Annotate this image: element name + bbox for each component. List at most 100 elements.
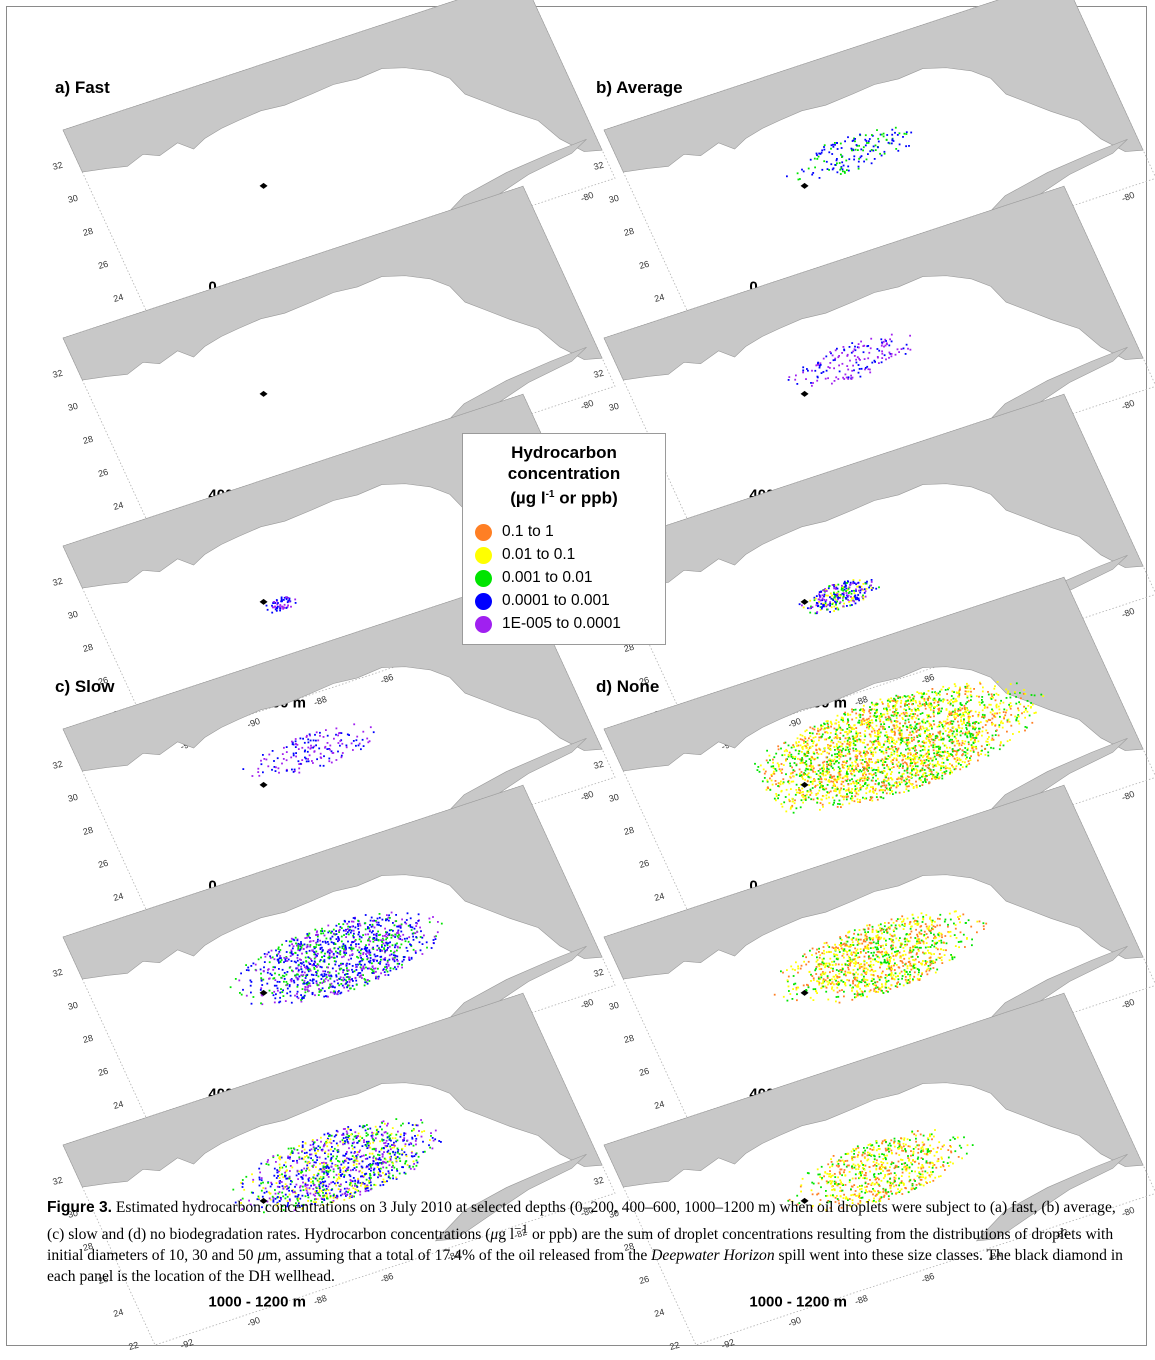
concentration-point	[904, 715, 907, 717]
concentration-point	[271, 604, 273, 607]
concentration-point	[887, 702, 889, 705]
concentration-point	[872, 751, 874, 754]
concentration-point	[910, 131, 913, 134]
concentration-point	[285, 768, 288, 771]
concentration-point	[380, 972, 382, 975]
concentration-point	[330, 1156, 333, 1159]
concentration-point	[296, 1161, 299, 1164]
concentration-point	[826, 168, 829, 170]
concentration-point	[371, 968, 374, 971]
concentration-point	[811, 727, 814, 730]
concentration-point	[307, 1196, 310, 1199]
concentration-point	[813, 780, 816, 782]
concentration-point	[866, 784, 869, 787]
concentration-point	[319, 1182, 322, 1185]
concentration-point	[408, 1166, 411, 1169]
concentration-point	[274, 966, 276, 969]
concentration-point	[849, 744, 852, 747]
concentration-point	[349, 1175, 352, 1178]
concentration-point	[905, 777, 907, 780]
concentration-point	[774, 780, 777, 782]
concentration-point	[317, 952, 319, 955]
concentration-point	[355, 1166, 358, 1168]
land-mass	[603, 576, 1144, 772]
concentration-point	[347, 1126, 350, 1128]
concentration-point	[827, 792, 829, 794]
concentration-point	[818, 594, 821, 597]
concentration-point	[288, 1186, 290, 1189]
concentration-point	[877, 137, 880, 140]
concentration-point	[401, 1147, 404, 1150]
concentration-point	[816, 801, 819, 804]
concentration-point	[905, 739, 908, 742]
concentration-point	[786, 175, 788, 178]
concentration-point	[902, 347, 905, 350]
concentration-point	[856, 769, 859, 772]
concentration-point	[393, 1144, 396, 1147]
concentration-point	[834, 749, 836, 751]
concentration-point	[346, 1133, 349, 1136]
concentration-point	[279, 960, 282, 963]
concentration-point	[240, 972, 242, 975]
concentration-point	[905, 743, 908, 745]
concentration-point	[873, 768, 875, 771]
concentration-point	[333, 1135, 336, 1138]
concentration-point	[308, 733, 311, 736]
concentration-point	[834, 595, 836, 598]
concentration-point	[278, 968, 280, 970]
concentration-point	[314, 1192, 317, 1194]
concentration-point	[887, 719, 890, 722]
concentration-point	[297, 748, 300, 750]
concentration-point	[273, 766, 276, 768]
concentration-point	[297, 970, 300, 973]
concentration-point	[906, 744, 909, 747]
concentration-point	[307, 758, 309, 760]
lat-tick-label: 30	[608, 792, 620, 804]
concentration-point	[841, 168, 844, 171]
concentration-point	[303, 979, 306, 982]
concentration-point	[308, 1169, 311, 1172]
concentration-point	[825, 778, 827, 781]
concentration-point	[250, 1002, 253, 1005]
concentration-point	[1026, 726, 1028, 729]
concentration-point	[909, 700, 912, 703]
concentration-point	[981, 690, 984, 693]
concentration-point	[933, 699, 936, 701]
concentration-point	[993, 693, 995, 696]
concentration-point	[770, 765, 773, 768]
concentration-point	[999, 715, 1001, 718]
concentration-point	[358, 946, 361, 949]
concentration-point	[969, 716, 971, 718]
concentration-point	[933, 715, 935, 718]
concentration-point	[415, 1143, 417, 1146]
concentration-point	[296, 990, 299, 993]
concentration-point	[324, 952, 326, 955]
concentration-point	[371, 1148, 374, 1151]
concentration-point	[808, 765, 811, 767]
concentration-point	[952, 766, 955, 768]
concentration-point	[342, 1128, 345, 1130]
concentration-point	[322, 960, 325, 963]
concentration-point	[344, 930, 347, 932]
concentration-point	[955, 765, 958, 768]
concentration-point	[290, 952, 293, 955]
concentration-point	[789, 765, 792, 767]
concentration-point	[292, 945, 295, 948]
concentration-point	[864, 582, 867, 585]
concentration-point	[967, 684, 970, 687]
concentration-point	[322, 1145, 325, 1148]
concentration-point	[851, 599, 854, 602]
concentration-point	[932, 769, 935, 771]
concentration-point	[820, 725, 823, 728]
concentration-point	[281, 1173, 283, 1176]
concentration-point	[820, 781, 823, 783]
concentration-point	[376, 923, 379, 926]
concentration-point	[830, 780, 833, 783]
concentration-point	[855, 727, 858, 729]
concentration-point	[855, 736, 857, 739]
concentration-point	[370, 931, 373, 934]
concentration-point	[835, 587, 837, 590]
concentration-point	[305, 982, 308, 984]
concentration-point	[970, 755, 972, 758]
concentration-point	[830, 352, 832, 355]
